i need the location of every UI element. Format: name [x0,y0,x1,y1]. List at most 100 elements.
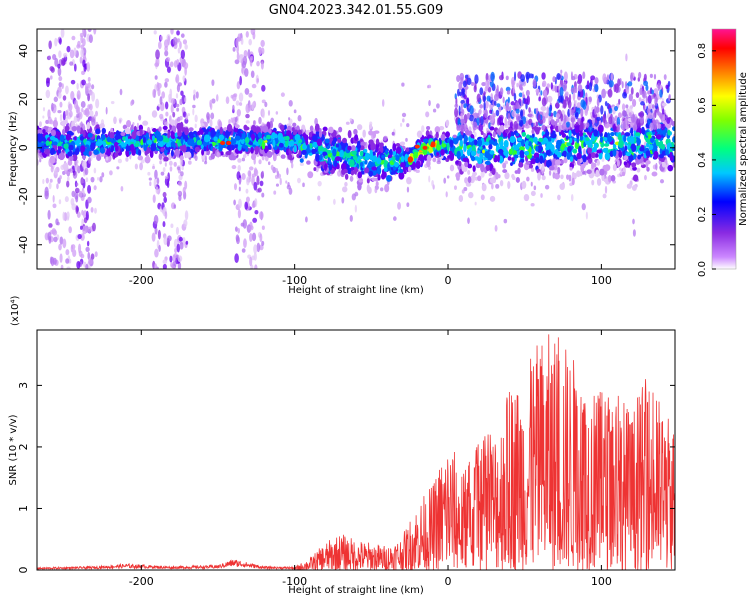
spectrogram-cell [135,135,140,142]
spectrogram-cell [484,108,489,119]
spectrogram-cell [117,139,122,144]
colorbar-tick-label: 0.2 [697,207,708,223]
spectrogram-cell [655,134,662,140]
spectrogram-cell [46,77,51,82]
spectrogram-cell [554,85,558,93]
colorbar-frame [711,28,737,270]
spectrogram-cell [445,119,450,127]
spectrogram-cell [530,181,533,187]
spectrogram-cell [177,255,183,263]
spectrogram-cell [554,159,561,166]
spectrogram-cell [225,151,232,156]
spectrogram-cell [465,182,472,187]
spectrogram-cell [483,156,487,161]
spectrogram-cell [349,214,353,222]
spectrogram-cell [101,127,106,135]
spectrogram-cell [201,149,205,156]
spectrogram-cell [558,95,563,103]
spectrogram-cell [631,98,637,107]
spectrogram-cell [644,174,647,181]
spectrogram-cell [248,225,254,231]
spectrogram-cell [623,155,629,161]
spectrogram-cell [254,264,258,269]
spectrogram-cell [587,147,592,154]
spectrogram-cell [568,174,572,182]
spectrogram-cell [56,221,60,226]
spectrogram-cell [272,154,277,162]
spectrogram-cell [519,149,525,158]
spectrogram-cell [165,143,171,148]
spectrogram-cell [297,115,302,122]
spectrogram-cell [515,177,520,183]
spectrogram-cell [354,191,359,197]
spectrogram-cell [220,143,224,149]
spectrogram-cell [565,135,569,140]
spectrogram-cell [80,48,84,58]
spectrogram-cell [395,155,400,162]
spectrogram-cell [641,90,647,99]
spectrogram-cell [78,111,83,120]
spectrogram-cell [185,151,192,158]
spectrogram-cell [261,170,264,176]
spectrogram-cell [582,154,587,163]
spectrogram-cell [406,123,410,128]
spectrogram-cell [385,149,389,155]
spectrogram-cell [654,96,658,106]
spectrogram-cell [563,114,567,124]
spectrogram-cell [74,160,77,166]
spectrogram-cell [566,174,570,180]
spectrogram-cell [406,202,410,208]
spectrogram-cell [498,75,504,81]
spectrogram-cell [665,149,669,156]
spectrogram-cell [170,29,174,35]
spectrogram-cell [243,238,247,249]
spectrogram-cell [477,138,483,147]
spectrogram-cell [560,113,564,122]
spectrogram-cell [533,185,537,191]
spectrogram-cell [153,178,157,188]
spectrogram-cell [324,138,330,144]
spectrogram-cell [546,83,551,89]
spectrogram-cell [267,109,271,116]
spectrogram-cell [666,117,671,124]
spectrogram-cell [466,97,470,105]
spectrogram-cell [606,135,613,143]
spectrogram-cell [472,165,476,173]
spectrogram-cell [93,167,97,174]
spectrogram-cell [652,120,657,130]
spectrogram-cell [130,100,133,106]
spectrogram-cell [77,233,82,240]
spectrogram-cell [542,137,549,144]
spectrogram-cell [520,158,525,163]
spectrogram-cell [142,120,149,126]
spectrogram-cell [175,226,179,235]
spectrogram-cell [612,123,617,133]
spectrogram-cell [66,45,71,53]
spectrogram-cell [515,108,520,114]
spectrogram-cell [243,50,248,58]
spectrogram-cell [164,81,168,88]
spectrogram-cell [489,109,492,114]
spectrogram-cell [432,157,437,163]
spectrogram-cell [247,48,251,59]
spectrogram-cell [582,148,586,156]
spectrogram-cell [588,96,592,103]
spectrogram-cell [177,190,183,197]
spectrogram-cell [359,150,364,157]
spectrogram-cell [140,159,145,164]
spectrogram-cell [464,121,467,132]
spectrogram-cell [585,137,590,141]
spectrogram-cell [195,91,199,99]
spectrogram-cell [109,170,113,176]
spectrogram-cell [416,130,423,138]
spectrogram-cell [259,180,264,187]
spectrogram-cell [258,46,262,54]
spectrogram-cell [445,191,448,198]
spectrogram-cell [542,124,546,130]
y-tick-label: 3 [17,382,30,389]
spectrogram-cell [73,136,77,141]
spectrogram-cell [259,148,265,155]
spectrogram-cell [243,124,248,131]
spectrogram-cell [292,122,297,128]
